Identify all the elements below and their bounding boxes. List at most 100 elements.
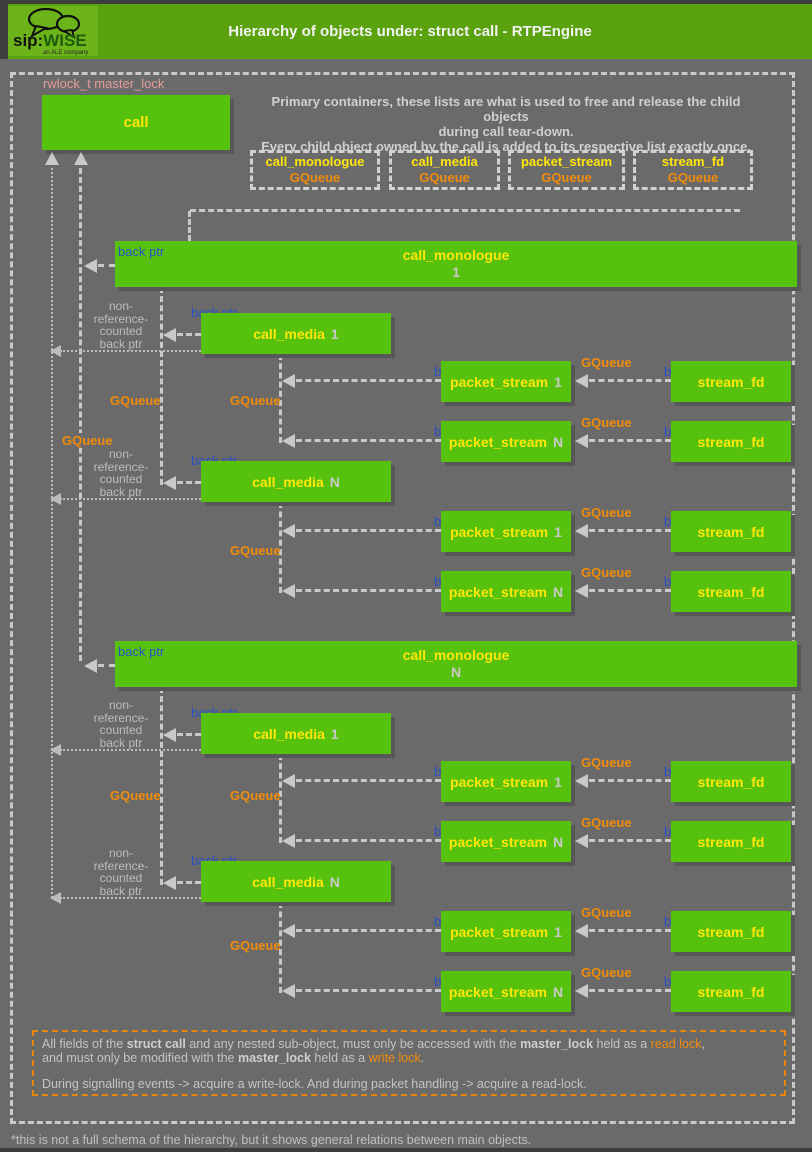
node-index: 1 — [554, 923, 562, 940]
packet-stream-box-n: packet_stream N — [441, 821, 571, 862]
intro-line-2: during call tear-down. — [438, 124, 574, 139]
gqueue-label: GQueue — [110, 393, 161, 408]
node-name: call_media — [252, 473, 324, 490]
stream-fd-box: stream_fd — [671, 911, 791, 952]
packet-stream-box-n: packet_stream N — [441, 571, 571, 612]
stream-fd-box: stream_fd — [671, 571, 791, 612]
call-monologue-box-n: call_monologue N — [115, 641, 797, 687]
left-arrowhead-icon — [575, 984, 588, 998]
queue-bus-drop — [188, 211, 191, 241]
packet-stream-box-1: packet_stream 1 — [441, 511, 571, 552]
media-gqueue-line — [160, 287, 163, 485]
call-box-label: call — [123, 114, 149, 131]
node-index: N — [552, 583, 564, 600]
call-box: call — [42, 95, 230, 150]
stream-gqueue-line — [279, 354, 282, 443]
intro-text: Primary containers, these lists are what… — [248, 94, 764, 154]
left-arrowhead-icon — [50, 345, 61, 357]
left-arrowhead-icon — [163, 476, 176, 490]
sipwise-logo: sip:WISE an ALE company — [8, 6, 98, 56]
gqueue-label: GQueue — [581, 505, 632, 520]
dotted-connector — [60, 897, 201, 899]
node-index: N — [450, 664, 462, 680]
dashed-connector — [589, 589, 671, 592]
node-name: stream_fd — [697, 523, 765, 540]
node-index: N — [329, 473, 340, 490]
left-arrowhead-icon — [282, 774, 295, 788]
node-index: 1 — [554, 373, 562, 390]
node-name: packet_stream — [450, 923, 549, 940]
left-arrowhead-icon — [282, 834, 295, 848]
left-arrowhead-icon — [282, 374, 295, 388]
up-arrowhead-icon — [45, 152, 59, 165]
stream-gqueue-line — [279, 502, 282, 593]
gqueue-label: GQueue — [110, 788, 161, 803]
node-index: 1 — [330, 725, 339, 742]
left-arrowhead-icon — [84, 659, 97, 673]
node-name: packet_stream — [448, 833, 547, 850]
left-arrowhead-icon — [50, 493, 61, 505]
dashed-connector — [177, 881, 201, 884]
stream-fd-box: stream_fd — [671, 761, 791, 802]
left-arrowhead-icon — [575, 584, 588, 598]
gqueue-label: GQueue — [230, 938, 281, 953]
stream-gqueue-line — [279, 754, 282, 843]
dashed-connector — [589, 779, 671, 782]
node-name: call_media — [253, 325, 325, 342]
queue-box-stream-fd: stream_fd GQueue — [633, 150, 753, 190]
left-arrowhead-icon — [575, 524, 588, 538]
gqueue-label: GQueue — [581, 965, 632, 980]
non-ref-line: back ptr — [99, 336, 143, 351]
read-lock-text: read lock — [650, 1037, 702, 1051]
non-ref-backptr-line — [51, 168, 53, 898]
node-name: stream_fd — [697, 373, 765, 390]
dashed-connector — [296, 839, 441, 842]
non-ref-line: reference- — [93, 858, 149, 873]
gqueue-label: GQueue — [62, 433, 113, 448]
queue-box-call-media: call_media GQueue — [389, 150, 500, 190]
node-index: N — [552, 983, 564, 1000]
dotted-connector — [60, 749, 201, 751]
dashed-connector — [98, 664, 115, 667]
queue-name: packet_stream — [520, 154, 613, 169]
queue-type: GQueue — [419, 170, 470, 185]
header-bar: Hierarchy of objects under: struct call … — [8, 4, 812, 59]
node-name: stream_fd — [697, 833, 765, 850]
node-name: stream_fd — [697, 433, 765, 450]
queue-name: call_monologue — [265, 154, 365, 169]
dashed-connector — [296, 989, 441, 992]
left-arrowhead-icon — [50, 892, 61, 904]
left-arrowhead-icon — [575, 434, 588, 448]
dashed-connector — [296, 379, 441, 382]
node-name: packet_stream — [450, 773, 549, 790]
left-arrowhead-icon — [163, 728, 176, 742]
dashed-connector — [589, 929, 671, 932]
stream-fd-box: stream_fd — [671, 821, 791, 862]
queue-type: GQueue — [289, 170, 341, 185]
node-name: packet_stream — [448, 433, 547, 450]
page-title: Hierarchy of objects under: struct call … — [228, 23, 592, 40]
non-ref-line: counted — [99, 723, 143, 737]
call-media-box-1: call_media 1 — [201, 313, 391, 354]
left-arrowhead-icon — [575, 834, 588, 848]
non-ref-line: non- — [108, 846, 134, 860]
packet-stream-box-1: packet_stream 1 — [441, 761, 571, 802]
left-arrowhead-icon — [282, 524, 295, 538]
node-index: 1 — [330, 325, 339, 342]
dashed-connector — [589, 529, 671, 532]
queue-type: GQueue — [667, 170, 719, 185]
left-arrowhead-icon — [575, 774, 588, 788]
media-gqueue-line — [160, 687, 163, 885]
non-ref-line: reference- — [93, 459, 149, 474]
lock-rules-line-1: All fields of the struct call and any ne… — [42, 1037, 705, 1051]
node-name: packet_stream — [450, 523, 549, 540]
node-name: packet_stream — [448, 983, 547, 1000]
non-ref-line: reference- — [93, 311, 149, 326]
non-ref-line: back ptr — [99, 484, 143, 499]
lock-rules-line-2: and must only be modified with the maste… — [42, 1050, 425, 1065]
left-arrowhead-icon — [50, 744, 61, 756]
node-name: packet_stream — [450, 373, 549, 390]
node-name: call_monologue — [402, 247, 510, 263]
non-ref-line: back ptr — [99, 735, 143, 750]
